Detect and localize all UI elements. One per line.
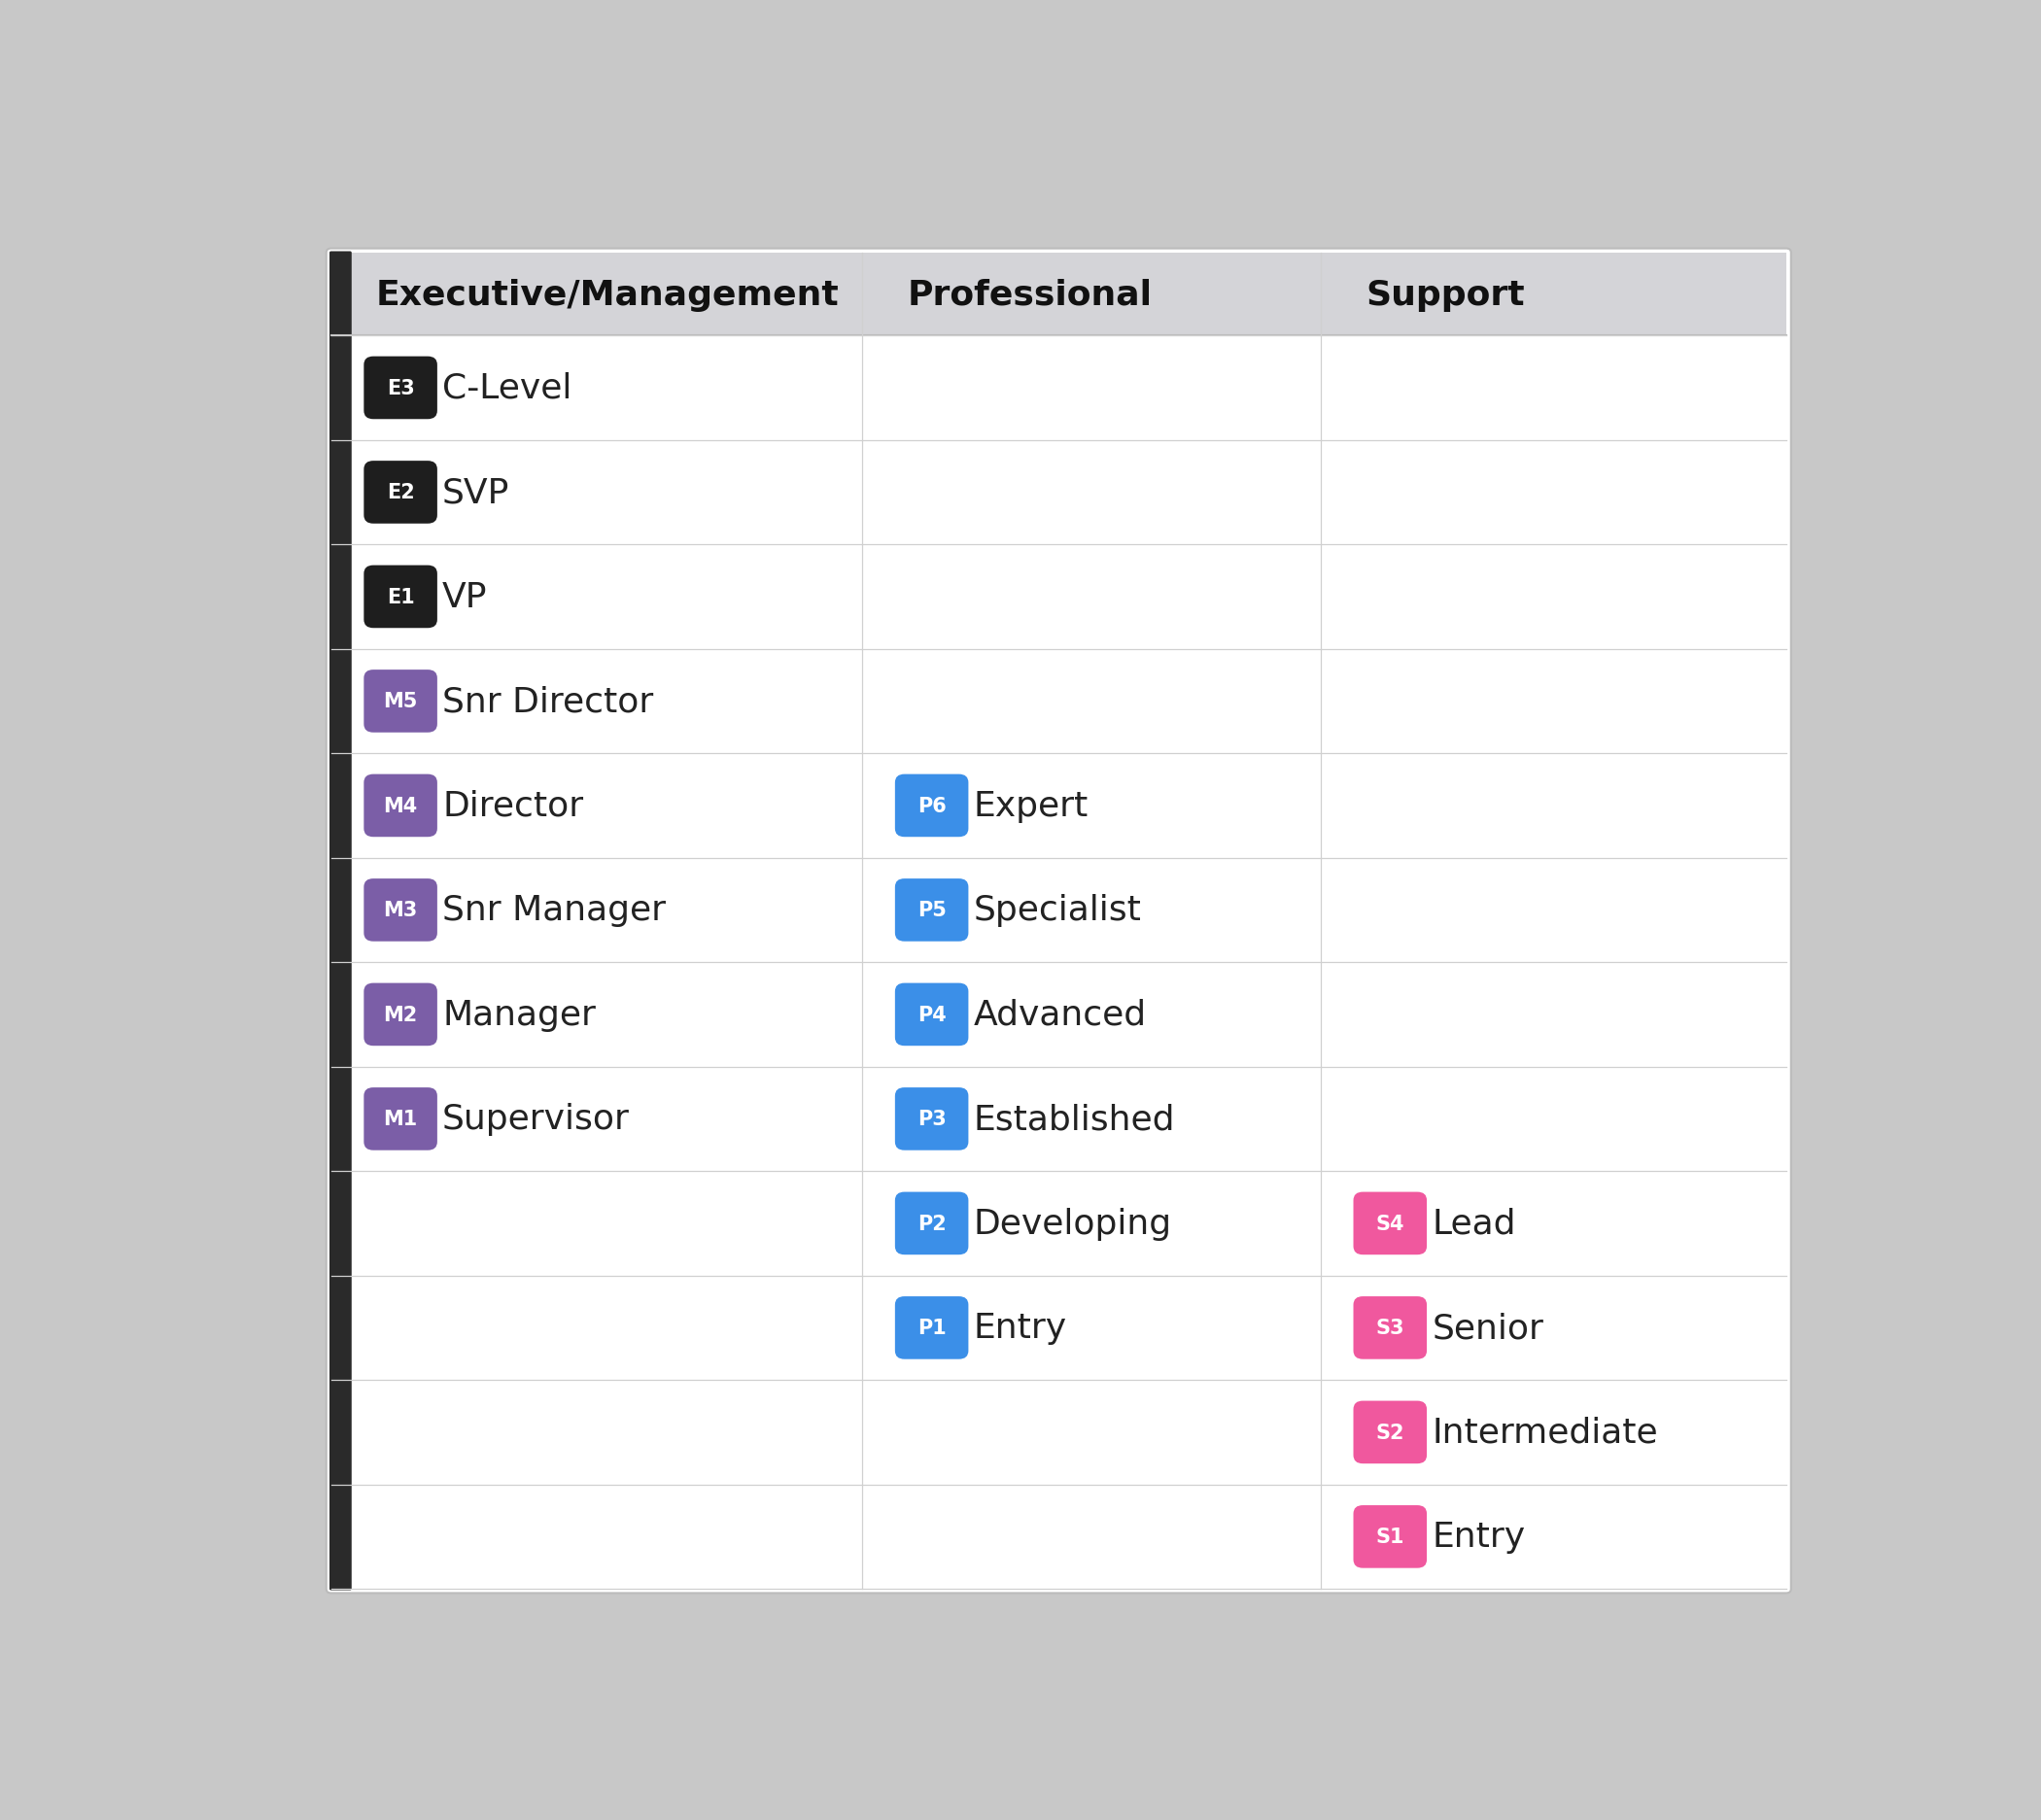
Text: Snr Manager: Snr Manager <box>443 894 665 926</box>
FancyBboxPatch shape <box>896 775 967 837</box>
FancyBboxPatch shape <box>327 249 1792 1592</box>
FancyBboxPatch shape <box>363 775 437 837</box>
Text: Intermediate: Intermediate <box>1433 1416 1657 1449</box>
Text: M1: M1 <box>384 1110 418 1128</box>
FancyBboxPatch shape <box>363 879 437 941</box>
FancyBboxPatch shape <box>1353 1296 1427 1360</box>
Text: Entry: Entry <box>974 1312 1067 1345</box>
Text: P2: P2 <box>916 1214 947 1234</box>
Text: P6: P6 <box>916 797 947 815</box>
Text: Support: Support <box>1365 278 1525 311</box>
FancyBboxPatch shape <box>363 566 437 628</box>
FancyBboxPatch shape <box>363 670 437 733</box>
Text: Supervisor: Supervisor <box>443 1103 631 1136</box>
Text: M5: M5 <box>384 692 418 712</box>
Text: Professional: Professional <box>908 278 1153 311</box>
FancyBboxPatch shape <box>363 462 437 524</box>
Text: E3: E3 <box>386 379 414 399</box>
FancyBboxPatch shape <box>896 1088 967 1150</box>
FancyBboxPatch shape <box>896 1192 967 1256</box>
Text: Lead: Lead <box>1433 1207 1516 1239</box>
Text: S3: S3 <box>1376 1318 1404 1338</box>
Text: Specialist: Specialist <box>974 894 1141 926</box>
Text: Advanced: Advanced <box>974 999 1147 1032</box>
Text: P1: P1 <box>916 1318 947 1338</box>
Text: Established: Established <box>974 1103 1176 1136</box>
Text: E2: E2 <box>386 482 414 502</box>
Text: Snr Director: Snr Director <box>443 684 653 719</box>
Text: Senior: Senior <box>1433 1312 1543 1345</box>
Text: P4: P4 <box>916 1005 947 1025</box>
Text: SVP: SVP <box>443 477 510 510</box>
FancyBboxPatch shape <box>896 879 967 941</box>
FancyBboxPatch shape <box>363 357 437 420</box>
Text: Expert: Expert <box>974 790 1088 823</box>
Text: Executive/Management: Executive/Management <box>376 278 839 311</box>
FancyBboxPatch shape <box>1353 1505 1427 1569</box>
Text: P3: P3 <box>916 1110 947 1128</box>
FancyBboxPatch shape <box>1353 1192 1427 1256</box>
Text: Developing: Developing <box>974 1207 1172 1239</box>
FancyBboxPatch shape <box>896 1296 967 1360</box>
Text: P5: P5 <box>916 901 947 921</box>
Text: S1: S1 <box>1376 1527 1404 1547</box>
Text: E1: E1 <box>386 588 414 606</box>
FancyBboxPatch shape <box>329 251 351 1591</box>
FancyBboxPatch shape <box>896 983 967 1046</box>
Text: Manager: Manager <box>443 999 596 1032</box>
FancyBboxPatch shape <box>331 253 1786 337</box>
FancyBboxPatch shape <box>363 983 437 1046</box>
FancyBboxPatch shape <box>363 1088 437 1150</box>
Text: M4: M4 <box>384 797 418 815</box>
Text: Director: Director <box>443 790 584 823</box>
Text: C-Level: C-Level <box>443 371 571 404</box>
Text: S4: S4 <box>1376 1214 1404 1234</box>
FancyBboxPatch shape <box>1353 1401 1427 1463</box>
Text: M2: M2 <box>384 1005 418 1025</box>
Text: M3: M3 <box>384 901 418 921</box>
Text: Entry: Entry <box>1433 1520 1525 1552</box>
Text: S2: S2 <box>1376 1423 1404 1441</box>
Text: VP: VP <box>443 581 488 613</box>
